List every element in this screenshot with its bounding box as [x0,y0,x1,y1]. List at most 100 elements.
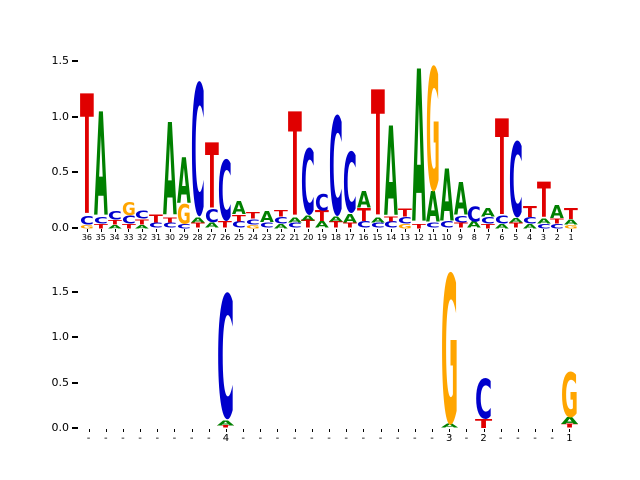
y-tick-mark [72,227,78,229]
logo-column [355,269,372,428]
x-tick-label: 17 [344,233,355,242]
x-tick-label: 31 [150,233,162,242]
x-tick-mark [86,229,88,232]
logo-letter-C: C [177,223,191,230]
x-tick-label: 12 [413,233,424,242]
logo-letter-T: T [94,223,109,230]
x-tick-label: - [378,433,383,444]
svg-text:T: T [149,213,164,225]
svg-text:A: A [329,215,343,223]
x-tick-label: - [172,433,177,444]
logo-column [492,269,509,428]
svg-text:T: T [122,223,137,230]
svg-text:A: A [94,83,108,248]
svg-text:C: C [537,223,551,230]
svg-text:T: T [475,417,493,431]
x-tick-mark [277,429,279,432]
logo-letter-A: A [205,222,219,230]
x-tick-label: 21 [289,233,300,242]
logo-letter-A: A [217,419,235,428]
x-tick-mark [322,229,324,232]
x-tick-label: 24 [247,233,258,242]
logo-letter-C: C [80,214,94,228]
x-tick-mark [449,429,451,432]
svg-text:A: A [163,99,177,246]
x-tick-label: - [516,433,520,444]
x-tick-label: 2 [554,233,560,242]
logo-letter-A: A [550,202,564,223]
x-tick-mark [191,429,193,432]
svg-text:C: C [218,146,232,241]
svg-text:T: T [564,205,578,223]
x-tick-label: - [206,433,211,444]
x-tick-label: - [344,433,348,444]
x-tick-mark [474,229,476,232]
logo-letter-C: C [495,214,509,226]
x-tick-mark [488,229,490,232]
svg-text:T: T [481,223,496,230]
x-tick-label: 36 [81,233,92,242]
svg-text:G: G [441,234,458,469]
svg-text:A: A [315,220,330,230]
svg-text:A: A [440,156,454,238]
x-tick-label: 15 [372,233,383,242]
logo-letter-C: C [398,216,412,226]
x-tick-mark [557,229,559,232]
svg-text:A: A [550,202,564,223]
svg-text:G: G [561,359,578,430]
x-tick-mark [363,229,365,232]
logo-column [166,269,183,428]
svg-text:A: A [561,416,579,427]
svg-text:A: A [260,208,274,226]
top-y-axis: 0.0 0.5 1.0 1.5 [34,50,80,234]
logo-letter-T: T [163,216,177,224]
logo-letter-T: T [561,424,579,430]
x-tick-mark [335,229,337,232]
logo-letter-A: A [274,223,288,230]
svg-text:T: T [384,215,398,223]
logo-letter-C: C [481,216,495,226]
x-tick-mark [114,229,116,232]
x-tick-label: 23 [261,233,272,242]
x-tick-label: 14 [386,233,397,242]
x-tick-mark [105,429,107,432]
x-tick-label: 13 [399,233,411,242]
logo-letter-C: C [288,222,302,230]
x-tick-mark [311,429,313,432]
svg-text:G: G [564,224,578,229]
logo-letter-T: T [523,202,537,220]
svg-text:T: T [232,214,246,224]
svg-text:C: C [217,263,234,458]
logo-column [132,269,149,428]
svg-text:A: A [481,206,495,220]
logo-letter-A: A [481,206,495,220]
y-tick-mark [72,381,78,384]
logo-letter-A: A [343,212,357,226]
logo-letter-C: C [191,48,205,256]
x-tick-mark [128,229,130,232]
svg-text:C: C [357,220,371,230]
svg-text:C: C [191,48,205,256]
svg-text:C: C [205,206,219,227]
x-tick-mark [501,229,503,232]
logo-letter-T: T [274,209,288,219]
svg-text:C: C [475,367,492,431]
svg-text:A: A [467,220,482,230]
svg-text:G: G [80,224,94,229]
logo-column [80,269,97,428]
logo-column [406,269,423,428]
svg-text:A: A [495,223,509,230]
x-tick-label: - [275,433,280,444]
svg-text:C: C [481,216,495,226]
x-tick-label: - [189,433,194,444]
logo-letter-C: C [467,202,481,226]
